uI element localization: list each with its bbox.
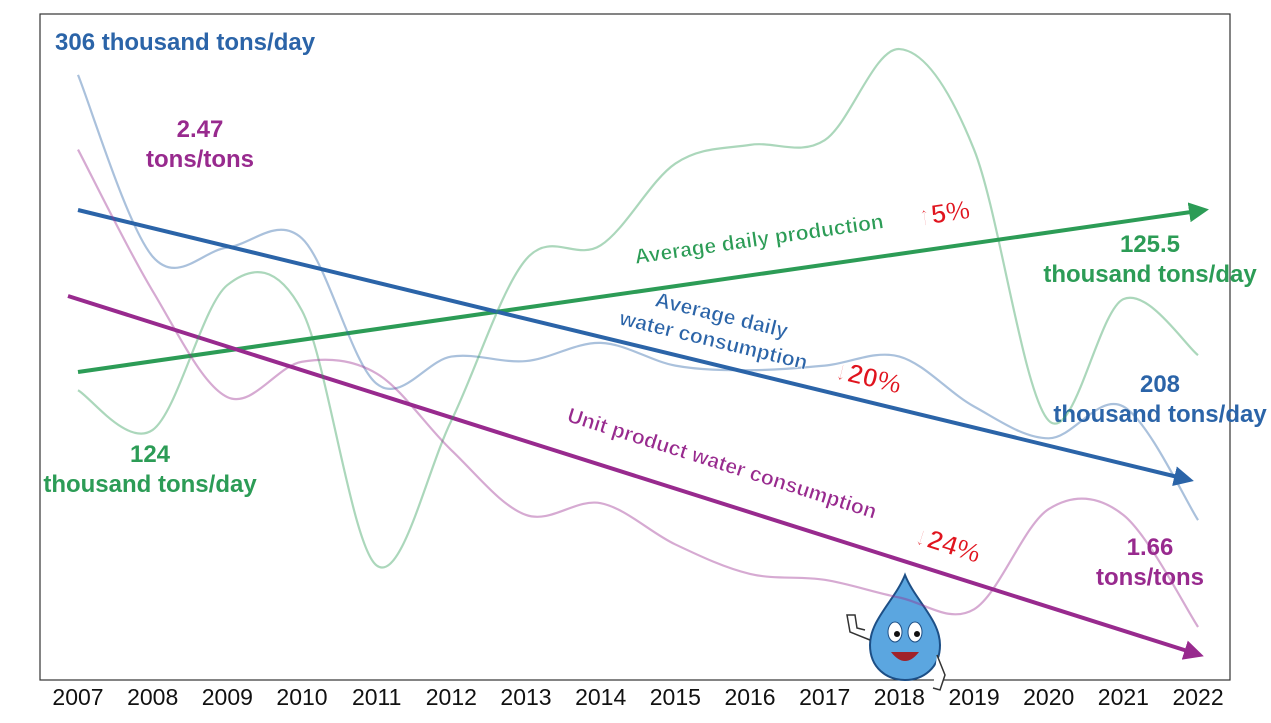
x-tick-label: 2011	[352, 684, 401, 710]
trend-change: ↓20%	[832, 355, 905, 400]
x-tick-label: 2013	[500, 684, 551, 710]
value-label: 306 thousand tons/day	[55, 29, 316, 56]
x-tick-label: 2008	[127, 684, 178, 710]
trend-arrow	[77, 202, 1209, 374]
x-tick-label: 2021	[1098, 684, 1149, 710]
x-tick-label: 2020	[1023, 684, 1074, 710]
series-line	[77, 47, 1199, 569]
trend-arrow	[77, 208, 1194, 486]
trend-change: ↓24%	[911, 520, 984, 569]
value-label: 208 thousand tons/day	[1053, 371, 1267, 428]
x-tick-label: 2009	[202, 684, 253, 710]
x-tick-label: 2018	[874, 684, 925, 710]
x-tick-label: 2014	[575, 684, 626, 710]
x-tick-label: 2017	[799, 684, 850, 710]
trend-arrow	[67, 294, 1204, 660]
value-label: 2.47 tons/tons	[146, 116, 254, 173]
series-line	[77, 149, 1199, 628]
value-label: 124 thousand tons/day	[43, 441, 257, 498]
x-tick-label: 2015	[650, 684, 701, 710]
value-label: 1.66 tons/tons	[1096, 534, 1204, 591]
value-label: 125.5 thousand tons/day	[1043, 231, 1257, 288]
x-tick-label: 2010	[276, 684, 327, 710]
series-line	[76, 74, 1199, 521]
trend-change: ↑5%	[916, 194, 972, 231]
x-tick-label: 2022	[1172, 684, 1223, 710]
mascot	[846, 572, 946, 691]
x-tick-label: 2012	[426, 684, 477, 710]
x-tick-label: 2016	[724, 684, 775, 710]
plot-frame	[39, 13, 1231, 681]
x-tick-label: 2019	[948, 684, 999, 710]
x-tick-label: 2007	[52, 684, 103, 710]
